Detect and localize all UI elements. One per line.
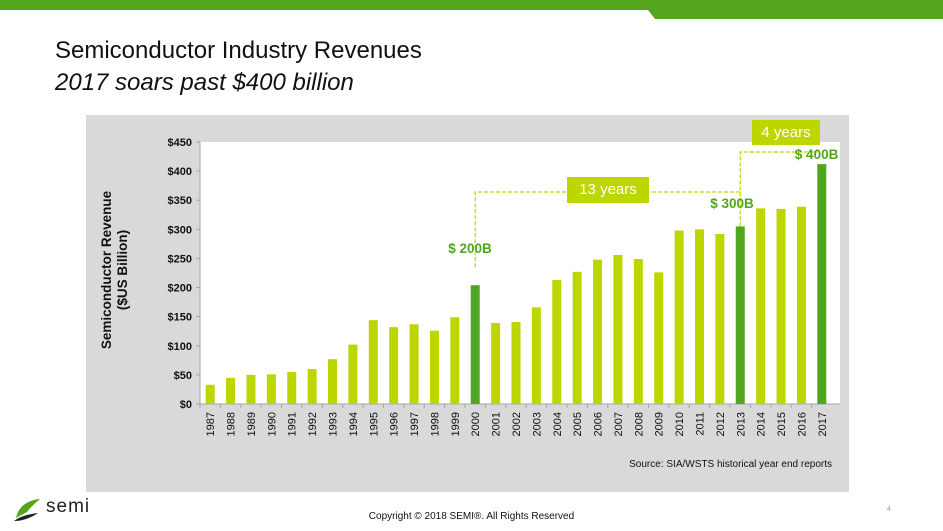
x-tick-label: 1987 bbox=[205, 412, 217, 436]
y-tick-label: $50 bbox=[174, 370, 192, 382]
callout-line-4-years bbox=[739, 151, 818, 227]
bar-1992 bbox=[307, 369, 317, 404]
source-note: Source: SIA/WSTS historical year end rep… bbox=[629, 459, 832, 470]
x-tick-label: 2008 bbox=[633, 412, 645, 436]
x-tick-label: 2013 bbox=[735, 412, 747, 436]
bar-2008 bbox=[633, 259, 643, 404]
x-tick-label: 2007 bbox=[613, 412, 625, 436]
bar-2015 bbox=[776, 208, 786, 404]
bar-2017 bbox=[817, 164, 827, 404]
bar-2014 bbox=[756, 208, 766, 404]
y-tick-label: $200 bbox=[168, 283, 192, 295]
y-tick-label: $300 bbox=[168, 224, 192, 236]
bar-1997 bbox=[409, 324, 419, 404]
bar-2011 bbox=[694, 229, 704, 404]
logo-text: semi bbox=[46, 496, 91, 517]
x-tick-label: 2000 bbox=[470, 412, 482, 436]
callout-13-years: 13 years bbox=[567, 177, 649, 203]
bar-2016 bbox=[796, 206, 806, 404]
bar-1996 bbox=[389, 327, 399, 404]
x-tick-label: 1991 bbox=[287, 412, 299, 436]
bar-2010 bbox=[674, 230, 684, 404]
bar-2009 bbox=[654, 272, 664, 404]
x-tick-label: 2001 bbox=[491, 412, 503, 436]
x-tick-label: 2005 bbox=[572, 412, 584, 436]
semi-logo: semi bbox=[12, 496, 122, 522]
x-tick-label: 1998 bbox=[429, 412, 441, 436]
x-tick-label: 2017 bbox=[817, 412, 829, 436]
bar-2000 bbox=[470, 285, 480, 404]
bar-2013 bbox=[735, 226, 745, 404]
bar-1989 bbox=[246, 374, 256, 404]
bar-1999 bbox=[450, 317, 460, 404]
bar-2003 bbox=[531, 307, 541, 404]
x-tick-label: 1990 bbox=[266, 412, 278, 436]
x-tick-label: 1999 bbox=[450, 412, 462, 436]
bar-1988 bbox=[226, 377, 236, 404]
x-tick-label: 2006 bbox=[593, 412, 605, 436]
y-tick-label: $400 bbox=[168, 166, 192, 178]
bar-1987 bbox=[205, 384, 215, 404]
y-tick-label: $100 bbox=[168, 341, 192, 353]
bar-2002 bbox=[511, 321, 521, 404]
x-tick-label: 2003 bbox=[531, 412, 543, 436]
y-tick-label: $0 bbox=[180, 399, 192, 411]
bar-1993 bbox=[328, 359, 338, 404]
bar-1991 bbox=[287, 371, 297, 404]
y-tick-label: $150 bbox=[168, 312, 192, 324]
x-tick-label: 2010 bbox=[674, 412, 686, 436]
page-number: 4 bbox=[887, 506, 891, 513]
x-tick-label: 2011 bbox=[694, 412, 706, 436]
x-tick-label: 2004 bbox=[552, 412, 564, 436]
top-banner bbox=[0, 0, 943, 19]
x-tick-label: 2015 bbox=[776, 412, 788, 436]
bar-2012 bbox=[715, 233, 725, 404]
semi-logo-icon bbox=[14, 499, 40, 521]
x-tick-label: 2016 bbox=[796, 412, 808, 436]
bar-2007 bbox=[613, 254, 623, 404]
bar-1990 bbox=[266, 374, 276, 404]
top-banner-shape bbox=[0, 0, 943, 19]
x-tick-label: 1993 bbox=[328, 412, 340, 436]
x-tick-label: 2014 bbox=[756, 412, 768, 436]
annotation-300b: $ 300B bbox=[710, 196, 754, 212]
y-tick-label: $450 bbox=[168, 137, 192, 149]
callout-4-years: 4 years bbox=[752, 120, 820, 145]
bar-1994 bbox=[348, 344, 358, 404]
bar-1995 bbox=[368, 320, 378, 404]
slide-subtitle: 2017 soars past $400 billion bbox=[55, 69, 354, 96]
x-tick-label: 2002 bbox=[511, 412, 523, 436]
annotation-400b: $ 400B bbox=[794, 147, 839, 163]
y-tick-label: $350 bbox=[168, 195, 192, 207]
y-tick-label: $250 bbox=[168, 253, 192, 265]
bar-1998 bbox=[429, 330, 439, 404]
slide-title: Semiconductor Industry Revenues bbox=[55, 37, 422, 64]
x-tick-label: 1994 bbox=[348, 412, 360, 436]
callout-line-13-years bbox=[474, 191, 741, 268]
x-tick-label: 1997 bbox=[409, 412, 421, 436]
x-tick-label: 2009 bbox=[654, 412, 666, 436]
bar-2006 bbox=[593, 259, 603, 404]
x-tick-label: 1992 bbox=[307, 412, 319, 436]
bar-2005 bbox=[572, 271, 582, 404]
x-tick-label: 1996 bbox=[389, 412, 401, 436]
bar-2004 bbox=[552, 279, 562, 404]
bar-2001 bbox=[491, 323, 501, 404]
annotation-200b: $ 200B bbox=[448, 241, 492, 257]
x-tick-label: 1988 bbox=[226, 412, 238, 436]
x-tick-label: 2012 bbox=[715, 412, 727, 436]
x-tick-label: 1995 bbox=[368, 412, 380, 436]
x-tick-label: 1989 bbox=[246, 412, 258, 436]
copyright-text: Copyright © 2018 SEMI®. All Rights Reser… bbox=[368, 511, 575, 522]
